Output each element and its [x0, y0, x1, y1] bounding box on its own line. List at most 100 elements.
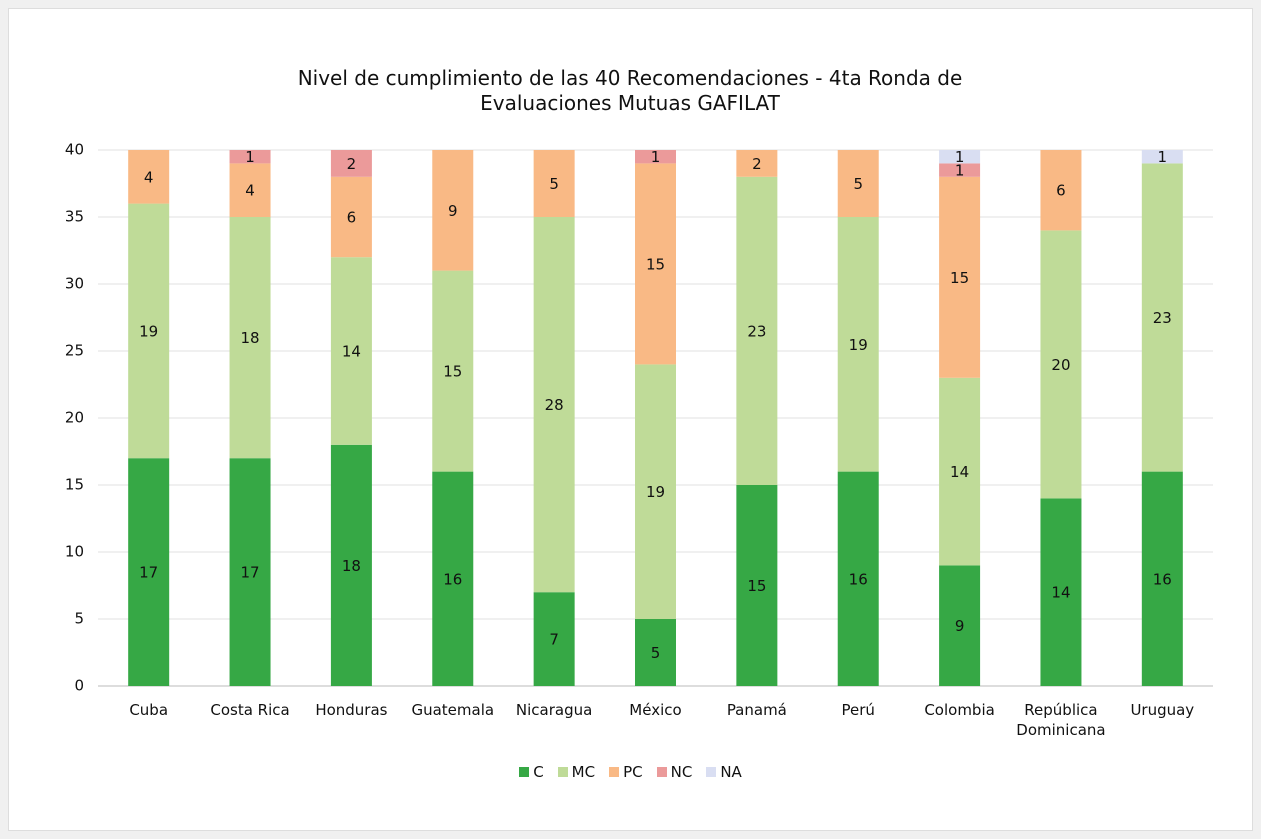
- bar-segment: [939, 163, 981, 177]
- bar-segment: [837, 471, 879, 686]
- bar-segment: [736, 485, 778, 686]
- chart-title: Nivel de cumplimiento de las 40 Recomend…: [297, 66, 963, 115]
- bar-segment: [837, 150, 879, 217]
- data-label: 1: [955, 162, 965, 180]
- bar-segment: [128, 150, 170, 204]
- legend: C MC PC NC NA: [0, 763, 1261, 781]
- legend-item: PC: [609, 763, 643, 781]
- x-tick-label: República Dominicana: [1016, 701, 1106, 739]
- bar-segment: [229, 458, 271, 686]
- legend-swatch: [656, 767, 667, 777]
- y-tick-label: 25: [65, 342, 84, 360]
- data-label: 23: [747, 322, 766, 340]
- data-label: 15: [747, 577, 766, 595]
- data-label: 1: [955, 148, 965, 166]
- data-label: 15: [646, 255, 665, 273]
- data-label: 7: [549, 631, 559, 649]
- data-label: 19: [646, 483, 665, 501]
- bar-segment: [128, 458, 170, 686]
- bar-segment: [837, 217, 879, 472]
- y-tick-label: 35: [65, 208, 84, 226]
- data-label: 19: [849, 336, 868, 354]
- bar-segment: [635, 163, 676, 365]
- bar-segment: [432, 471, 474, 686]
- data-label: 16: [1153, 570, 1172, 588]
- legend-swatch: [519, 767, 530, 777]
- x-tick-label: Costa Rica: [210, 701, 290, 719]
- bar-segment: [128, 203, 170, 459]
- y-tick-label: 40: [65, 141, 84, 159]
- data-label: 28: [545, 396, 564, 414]
- x-tick-label: Panamá: [726, 701, 787, 719]
- data-label: 9: [955, 617, 965, 635]
- bar-segment: [330, 444, 372, 686]
- bar-segment: [635, 150, 676, 164]
- x-tick-label: Guatemala: [411, 701, 495, 719]
- y-tick-label: 15: [65, 476, 84, 494]
- bar-segment: [1141, 150, 1183, 164]
- x-tick-label: Honduras: [315, 701, 388, 719]
- data-label: 15: [950, 269, 969, 287]
- data-label: 18: [240, 329, 259, 347]
- data-label: 14: [950, 463, 969, 481]
- data-label: 1: [1158, 148, 1168, 166]
- data-label: 2: [752, 155, 762, 173]
- data-label: 14: [342, 343, 361, 361]
- bar-segment: [736, 150, 778, 177]
- bar-segment: [1141, 163, 1183, 472]
- bar-segment: [229, 217, 271, 459]
- y-tick-label: 30: [65, 275, 84, 293]
- data-label: 1: [651, 148, 661, 166]
- y-tick-label: 20: [65, 409, 84, 427]
- data-label: 20: [1051, 356, 1070, 374]
- data-label: 16: [443, 570, 462, 588]
- bar-segment: [533, 592, 575, 686]
- legend-item: C: [519, 763, 544, 781]
- x-tick-label: Uruguay: [1130, 701, 1195, 719]
- bar-segment: [1040, 230, 1082, 499]
- data-label: 17: [139, 564, 158, 582]
- legend-label: NA: [720, 763, 742, 781]
- bar-segment: [432, 270, 474, 472]
- bar-segment: [229, 150, 271, 164]
- x-tick-label: Colombia: [924, 701, 995, 719]
- bar-segment: [330, 257, 372, 445]
- legend-swatch: [706, 767, 717, 777]
- data-label: 4: [144, 168, 154, 186]
- data-label: 15: [443, 363, 462, 381]
- bar-segment: [229, 163, 271, 217]
- bar-segment: [533, 217, 575, 593]
- legend-item: MC: [557, 763, 596, 781]
- data-label: 17: [240, 564, 259, 582]
- bar-segment: [330, 176, 372, 258]
- data-label: 14: [1051, 584, 1070, 602]
- data-label: 19: [139, 322, 158, 340]
- data-label: 5: [853, 175, 863, 193]
- data-label: 5: [549, 175, 559, 193]
- legend-item: NA: [706, 763, 742, 781]
- data-label: 4: [245, 182, 255, 200]
- bar-segment: [1040, 498, 1082, 686]
- data-label: 6: [1056, 182, 1066, 200]
- bar-segment: [939, 565, 981, 686]
- legend-label: MC: [571, 763, 596, 781]
- x-tick-label: Cuba: [129, 701, 169, 719]
- bar-segment: [939, 176, 981, 378]
- y-tick-label: 0: [74, 677, 84, 695]
- bar-segment: [533, 150, 575, 217]
- bar-segment: [432, 150, 474, 271]
- bar-segment: [635, 364, 676, 619]
- y-tick-label: 5: [74, 610, 84, 628]
- data-label: 5: [651, 644, 661, 662]
- bar-segment: [635, 619, 676, 686]
- bar-segment: [939, 150, 981, 164]
- legend-label: NC: [670, 763, 693, 781]
- bar-segment: [330, 150, 372, 177]
- bar-segment: [1040, 150, 1082, 231]
- data-label: 2: [347, 155, 357, 173]
- legend-label: PC: [623, 763, 643, 781]
- x-tick-label: México: [629, 701, 682, 719]
- data-label: 9: [448, 202, 458, 220]
